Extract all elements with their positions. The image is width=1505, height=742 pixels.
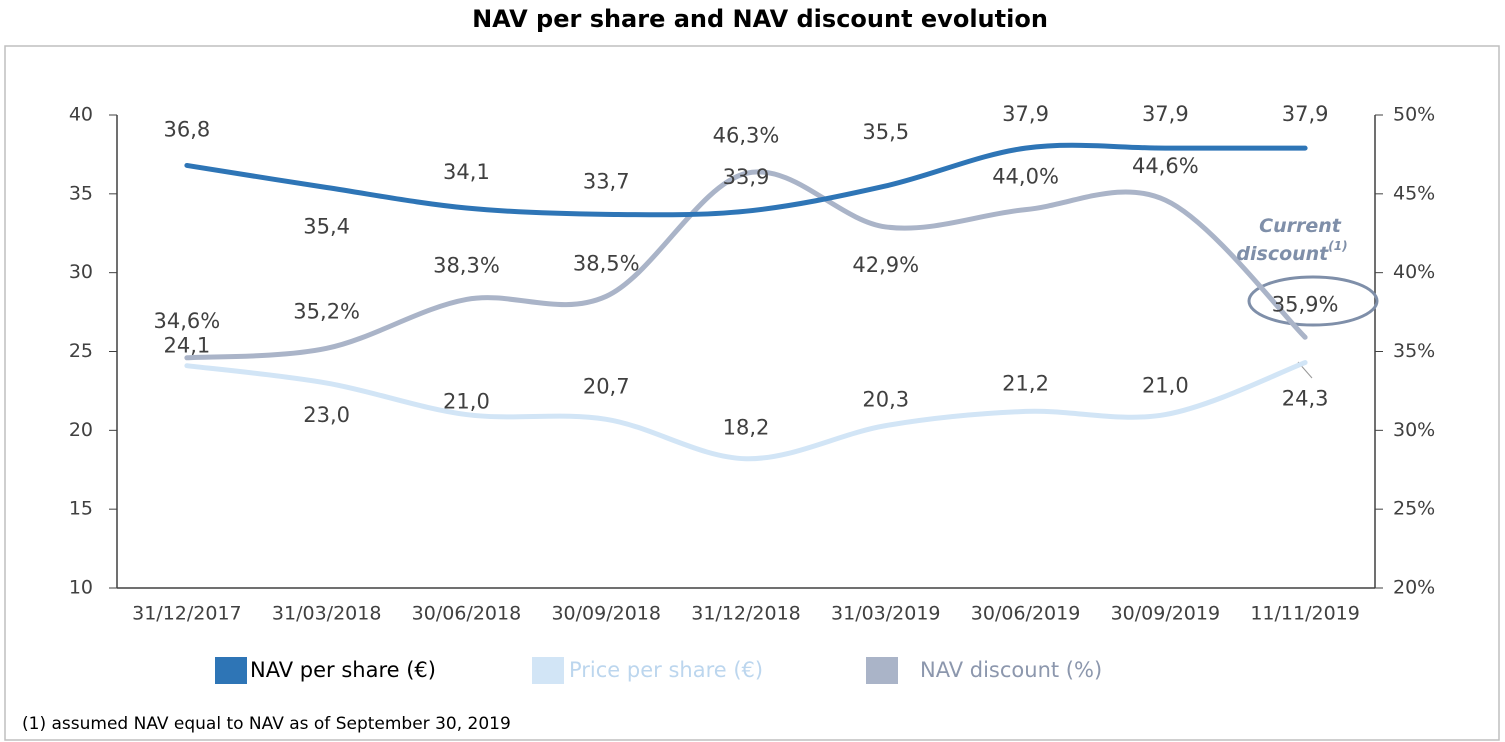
legend-swatch: [532, 657, 564, 684]
data-label: 21,0: [1142, 374, 1189, 398]
data-label: 35,9%: [1272, 292, 1339, 316]
legend-swatch: [215, 657, 247, 684]
data-label: 24,3: [1282, 387, 1329, 411]
x-tick-label: 30/06/2019: [971, 603, 1081, 625]
y2-tick-label: 25%: [1393, 498, 1435, 520]
frame: [4, 45, 1500, 741]
data-label: 38,3%: [433, 253, 500, 277]
data-label: 46,3%: [713, 123, 780, 147]
y2-tick-label: 45%: [1393, 182, 1435, 204]
data-label: 20,7: [583, 374, 630, 398]
legend-swatch: [866, 657, 898, 684]
annotation-superscript: (1): [1328, 239, 1347, 253]
data-label: 23,0: [303, 403, 350, 427]
x-tick-label: 31/03/2018: [272, 603, 382, 625]
data-label: 42,9%: [852, 253, 919, 277]
data-label: 37,9: [1002, 102, 1049, 126]
x-tick-label: 30/06/2018: [412, 603, 522, 625]
data-label: 37,9: [1282, 102, 1329, 126]
x-tick-label: 11/11/2019: [1250, 603, 1360, 625]
line: [184, 360, 1308, 462]
x-tick-label: 31/12/2018: [691, 603, 801, 625]
data-label: 21,0: [443, 390, 490, 414]
y2-tick-label: 30%: [1393, 419, 1435, 441]
line: [184, 169, 1308, 361]
y2-tick-label: 50%: [1393, 104, 1435, 126]
annotation-line: discount: [1236, 243, 1329, 265]
data-label: 33,7: [583, 169, 630, 193]
legend-label: NAV discount (%): [920, 658, 1102, 682]
data-label: 24,1: [164, 334, 211, 358]
data-label: 35,2%: [293, 299, 360, 323]
data-label: 18,2: [723, 416, 770, 440]
x-tick-label: 30/09/2019: [1111, 603, 1221, 625]
y-tick-label: 40: [69, 104, 93, 126]
y2-tick-label: 40%: [1393, 261, 1435, 283]
chart-title: NAV per share and NAV discount evolution: [472, 5, 1048, 33]
data-label: 36,8: [164, 117, 211, 141]
y-tick-label: 15: [69, 498, 93, 520]
y-tick-label: 35: [69, 182, 93, 204]
annotation-line: Current: [1259, 215, 1342, 237]
footnote: (1) assumed NAV equal to NAV as of Septe…: [22, 714, 511, 734]
y-tick-label: 25: [69, 340, 93, 362]
y-tick-label: 10: [69, 577, 93, 599]
data-label: 37,9: [1142, 102, 1189, 126]
y-tick-label: 20: [69, 419, 93, 441]
y2-tick-label: 20%: [1393, 577, 1435, 599]
x-tick-label: 31/03/2019: [831, 603, 941, 625]
data-label: 21,2: [1002, 371, 1049, 395]
annotation: Current discount(1): [1236, 215, 1347, 265]
data-label: 34,1: [443, 160, 490, 184]
data-label: 20,3: [862, 388, 909, 412]
y-tick-label: 30: [69, 261, 93, 283]
data-label: 33,9: [723, 165, 770, 189]
legend-label: Price per share (€): [569, 658, 763, 682]
data-label: 44,6%: [1132, 154, 1199, 178]
line: [184, 142, 1308, 218]
legend-label: NAV per share (€): [250, 658, 436, 682]
data-label: 35,5: [862, 120, 909, 144]
data-label: 35,4: [303, 215, 350, 239]
y2-tick-label: 35%: [1393, 340, 1435, 362]
data-label: 44,0%: [992, 165, 1059, 189]
highlight-ellipse: [1247, 275, 1379, 327]
data-label: 38,5%: [573, 251, 640, 275]
x-tick-label: 30/09/2018: [551, 603, 661, 625]
x-tick-label: 31/12/2017: [132, 603, 242, 625]
data-label: 34,6%: [154, 309, 221, 333]
